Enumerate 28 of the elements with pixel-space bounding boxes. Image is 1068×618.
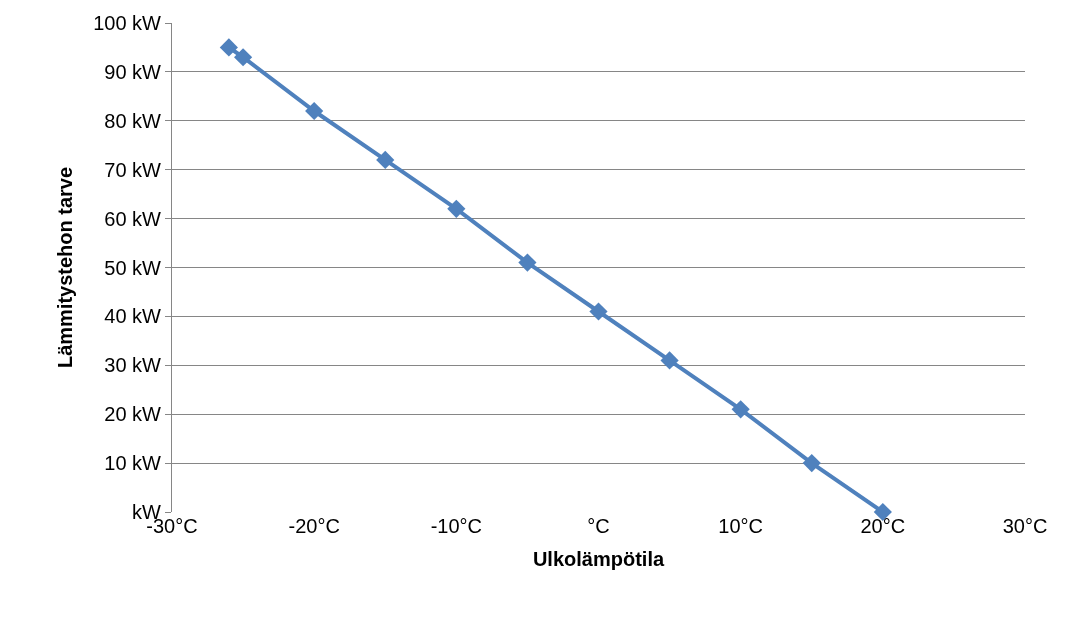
point	[660, 351, 679, 370]
point	[518, 253, 537, 272]
x-tick-label: 10°C	[718, 515, 764, 537]
point	[305, 101, 324, 121]
y-tick-label: 10 kW	[104, 452, 162, 475]
y-tick-label: 60 kW	[104, 207, 162, 230]
y-tick-label: 30 kW	[104, 354, 162, 377]
y-tick-label: 80 kW	[104, 109, 162, 132]
point	[802, 454, 821, 473]
x-axis-title: Ulkolämpötila	[532, 547, 665, 570]
y-tick-label: 40 kW	[104, 305, 162, 328]
y-tick-label: 100 kW	[93, 12, 162, 34]
point	[233, 48, 253, 67]
y-tick-label: 70 kW	[104, 158, 162, 181]
point	[219, 38, 238, 57]
y-axis-title: Lämmitystehon tarve	[53, 166, 76, 369]
y-tick-label: 50 kW	[104, 256, 162, 279]
x-tick-label: 20°C	[860, 515, 906, 537]
x-tick-label: 30°C	[1002, 515, 1048, 537]
x-tick-label: -20°C	[288, 515, 340, 537]
point	[589, 302, 608, 321]
x-tick-label: °C	[587, 515, 610, 537]
y-tick-label: 20 kW	[104, 403, 162, 426]
point	[731, 400, 750, 419]
point	[447, 199, 466, 218]
y-tick-label: 90 kW	[104, 60, 162, 83]
x-tick-label: -10°C	[430, 515, 483, 537]
point	[376, 150, 395, 170]
